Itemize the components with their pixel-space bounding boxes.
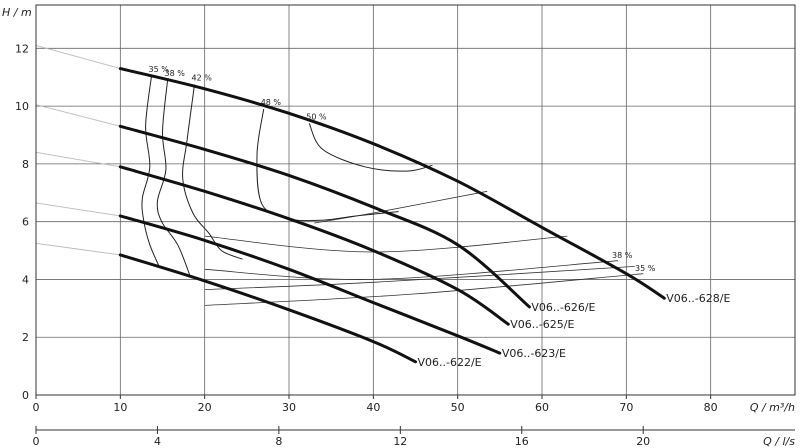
efficiency-label: 35 % (149, 65, 170, 74)
y-tick-label: 12 (15, 42, 29, 55)
efficiency-curve (182, 84, 243, 260)
secondary-x-tick-label: 8 (275, 435, 282, 448)
efficiency-label-right: 38 % (612, 251, 633, 260)
efficiency-curve (156, 80, 191, 277)
gray-guide-line (35, 151, 121, 168)
x-tick-label: 50 (451, 401, 465, 414)
efficiency-curve (308, 123, 433, 172)
y-tick-label: 10 (15, 100, 29, 113)
x-tick-label: 60 (535, 401, 549, 414)
y-axis-label: H / m (2, 6, 32, 19)
gray-guide-line (35, 242, 121, 256)
y-tick-label: 4 (22, 273, 29, 286)
efficiency-curve (141, 75, 160, 267)
efficiency-label: 42 % (192, 73, 213, 82)
labels: H / mQ / m³/hQ / l/s35 %38 % 42 %48 %50 %… (2, 6, 795, 448)
pump-curve (118, 67, 666, 300)
efficiency-connector-line (204, 260, 618, 280)
y-tick-label: 6 (22, 216, 29, 229)
efficiency-connector-line (204, 273, 644, 306)
gray-guide-line (35, 104, 121, 127)
pump-curve-label: V06..-628/E (666, 292, 730, 305)
secondary-x-tick-label: 20 (636, 435, 650, 448)
gray-guide-line (35, 202, 121, 217)
y-tick-label: 0 (22, 389, 29, 402)
x-axis-label: Q / m³/h (750, 401, 795, 414)
pump-curves (118, 67, 666, 364)
secondary-x-tick-label: 12 (393, 435, 407, 448)
efficiency-connector-line (204, 235, 568, 253)
pump-curve (118, 165, 510, 326)
x-tick-label: 20 (198, 401, 212, 414)
pump-curve-label: V06..-622/E (418, 356, 482, 369)
grid (36, 5, 795, 395)
pump-curve-label: V06..-623/E (502, 347, 566, 360)
x-tick-label: 40 (366, 401, 380, 414)
gray-guide-line (35, 44, 121, 70)
pump-curve (118, 214, 502, 355)
x-tick-label: 30 (282, 401, 296, 414)
secondary-x-tick-label: 16 (515, 435, 529, 448)
axes: 0 10 20 30 40 50 60 70 80 0 2 4 6 8 10 12 0 4 8 12 16 20 (15, 4, 796, 448)
pump-curve (118, 253, 417, 364)
efficiency-label: 48 % (261, 98, 282, 107)
pump-curve (118, 124, 531, 309)
efficiency-label-right: 35 % (635, 264, 656, 273)
efficiency-label: 50 % (306, 112, 327, 121)
x-tick-label: 70 (619, 401, 633, 414)
plot-frame (35, 4, 796, 396)
gray-extension-lines (35, 44, 121, 256)
efficiency-label: 38 % (165, 69, 186, 78)
x-tick-label: 80 (704, 401, 718, 414)
x-tick-label: 10 (113, 401, 127, 414)
pump-curve-label: V06..-626/E (531, 301, 595, 314)
y-tick-label: 2 (22, 331, 29, 344)
pump-curve-label: V06..-625/E (510, 318, 574, 331)
efficiency-curves (141, 75, 433, 277)
efficiency-connector-line (314, 190, 488, 224)
y-tick-label: 8 (22, 158, 29, 171)
secondary-x-tick-label: 4 (154, 435, 161, 448)
efficiency-connector-line (204, 266, 635, 290)
secondary-x-axis-label: Q / l/s (763, 435, 795, 448)
x-tick-label: 0 (33, 401, 40, 414)
secondary-x-tick-label: 0 (33, 435, 40, 448)
